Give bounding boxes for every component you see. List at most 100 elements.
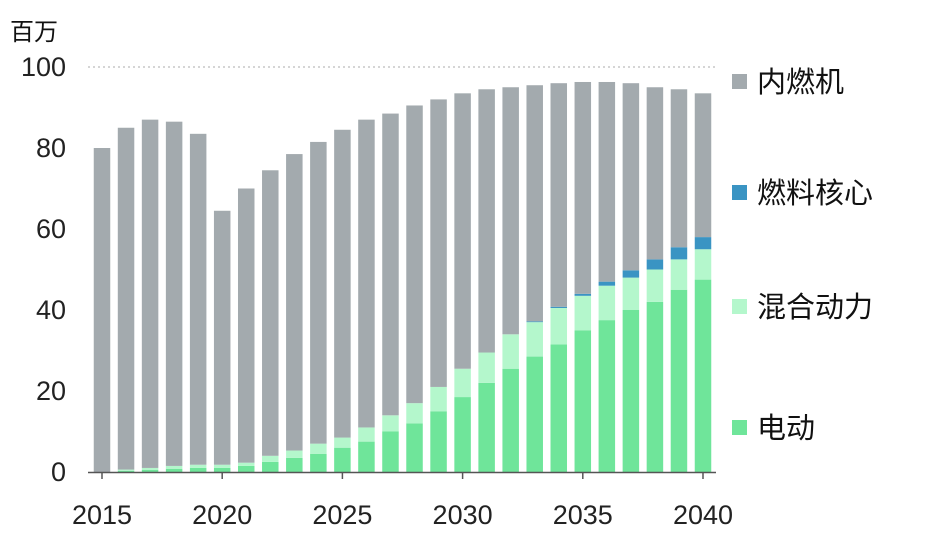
bar-segment-2040-b4f7cc <box>694 249 712 280</box>
bar-stack-2040 <box>694 93 712 472</box>
bar-stack-2038 <box>646 87 664 472</box>
bar-segment-2019-6fe59a <box>189 467 207 472</box>
bar-segment-2019-b4f7cc <box>189 464 207 468</box>
bar-segment-2038-b4f7cc <box>646 269 664 302</box>
bar-segment-2021-b4f7cc <box>237 462 255 466</box>
bar-segment-2030-6fe59a <box>454 397 471 472</box>
bar-segment-2034-6fe59a <box>550 344 568 472</box>
legend-swatch-3 <box>732 420 747 435</box>
y-tick-label-80: 80 <box>36 133 66 163</box>
bar-segment-2027-6fe59a <box>382 431 399 472</box>
bar-segment-2017-b4f7cc <box>141 467 159 470</box>
bar-stack-2026 <box>358 119 375 472</box>
bar-segment-2026-b4f7cc <box>358 427 375 442</box>
bar-segment-2038-3a94c3 <box>646 259 664 270</box>
bar-segment-2027-b4f7cc <box>382 415 399 432</box>
x-tick-label-2015: 2015 <box>72 500 132 530</box>
legend-swatch-2 <box>732 299 747 314</box>
bar-stack-2025 <box>334 129 351 472</box>
legend-item-2: 混合动力 <box>732 290 873 324</box>
legend-swatch-1 <box>732 185 747 200</box>
bar-segment-2037-b4f7cc <box>622 277 640 310</box>
y-tick-label-0: 0 <box>51 457 66 487</box>
bar-segment-2016-a3aaae <box>117 127 135 470</box>
bar-segment-2024-b4f7cc <box>310 443 327 454</box>
bar-segment-2029-6fe59a <box>430 411 447 472</box>
bar-segment-2036-a3aaae <box>598 81 616 282</box>
bar-segment-2033-b4f7cc <box>526 322 543 357</box>
bar-segment-2034-3a94c3 <box>550 306 568 308</box>
legend-item-1: 燃料核心 <box>732 176 873 210</box>
bar-segment-2030-a3aaae <box>454 93 471 369</box>
bar-segment-2017-a3aaae <box>141 119 159 468</box>
bar-stack-2033 <box>526 85 543 472</box>
bar-segment-2016-b4f7cc <box>117 469 135 471</box>
bar-segment-2029-a3aaae <box>430 99 447 387</box>
bar-segment-2024-a3aaae <box>310 141 327 444</box>
bar-segment-2027-a3aaae <box>382 113 399 416</box>
bar-segment-2030-b4f7cc <box>454 368 471 398</box>
bar-stack-2015 <box>93 148 111 472</box>
bar-stack-2021 <box>237 188 255 472</box>
bar-stack-2017 <box>141 119 159 472</box>
bar-segment-2035-3a94c3 <box>574 293 592 296</box>
bar-segment-2033-a3aaae <box>526 85 543 322</box>
bar-stack-2039 <box>670 89 688 472</box>
bar-segment-2040-6fe59a <box>694 279 712 472</box>
bar-segment-2038-6fe59a <box>646 301 664 472</box>
bar-segment-2022-6fe59a <box>262 461 279 472</box>
y-tick-label-100: 100 <box>21 52 66 82</box>
bar-stack-2018 <box>165 121 183 472</box>
bar-segment-2018-6fe59a <box>165 468 183 472</box>
bar-stack-2024 <box>310 141 327 472</box>
bar-stack-2022 <box>262 170 279 472</box>
bar-segment-2024-6fe59a <box>310 453 327 472</box>
legend-label-2: 混合动力 <box>757 290 873 324</box>
bar-segment-2031-a3aaae <box>478 89 495 353</box>
bar-segment-2040-a3aaae <box>694 93 712 238</box>
bar-segment-2038-a3aaae <box>646 87 664 260</box>
bar-segment-2035-b4f7cc <box>574 295 592 331</box>
bar-segment-2033-6fe59a <box>526 356 543 472</box>
bar-segment-2023-b4f7cc <box>286 450 303 458</box>
y-tick-label-60: 60 <box>36 214 66 244</box>
x-tick-label-2030: 2030 <box>433 500 493 530</box>
x-tick-label-2035: 2035 <box>553 500 613 530</box>
bar-segment-2039-3a94c3 <box>670 247 688 260</box>
bar-stack-2031 <box>478 89 495 472</box>
legend-item-0: 内燃机 <box>732 65 844 99</box>
bar-stack-2016 <box>117 127 135 472</box>
bar-segment-2020-a3aaae <box>213 210 231 465</box>
bar-stack-2035 <box>574 81 592 472</box>
bar-stack-2036 <box>598 81 616 472</box>
legend-swatch-0 <box>732 74 747 89</box>
bar-segment-2031-b4f7cc <box>478 352 495 383</box>
bar-segment-2025-b4f7cc <box>334 437 351 448</box>
bar-stack-2019 <box>189 133 207 472</box>
bar-segment-2023-a3aaae <box>286 154 303 451</box>
bar-segment-2020-b4f7cc <box>213 464 231 468</box>
bar-segment-2020-6fe59a <box>213 467 231 472</box>
bar-segment-2028-a3aaae <box>406 105 423 404</box>
bar-segment-2035-6fe59a <box>574 330 592 472</box>
bar-segment-2022-a3aaae <box>262 170 279 456</box>
bar-segment-2018-b4f7cc <box>165 465 183 469</box>
bar-segment-2036-b4f7cc <box>598 285 616 321</box>
bar-segment-2039-6fe59a <box>670 289 688 472</box>
bar-segment-2032-b4f7cc <box>502 334 519 369</box>
x-tick-label-2025: 2025 <box>312 500 372 530</box>
bar-segment-2031-6fe59a <box>478 382 495 472</box>
legend-label-3: 电动 <box>757 411 815 445</box>
bar-stack-2023 <box>286 154 303 472</box>
bar-segment-2016-6fe59a <box>117 470 135 472</box>
bar-stack-2029 <box>430 99 447 472</box>
bar-segment-2036-6fe59a <box>598 320 616 472</box>
legend-label-1: 燃料核心 <box>757 176 873 210</box>
bar-segment-2022-b4f7cc <box>262 455 279 462</box>
bar-segment-2039-b4f7cc <box>670 259 688 290</box>
legend-label-0: 内燃机 <box>757 65 844 99</box>
bar-stack-2020 <box>213 210 231 472</box>
x-tick-label-2040: 2040 <box>673 500 733 530</box>
